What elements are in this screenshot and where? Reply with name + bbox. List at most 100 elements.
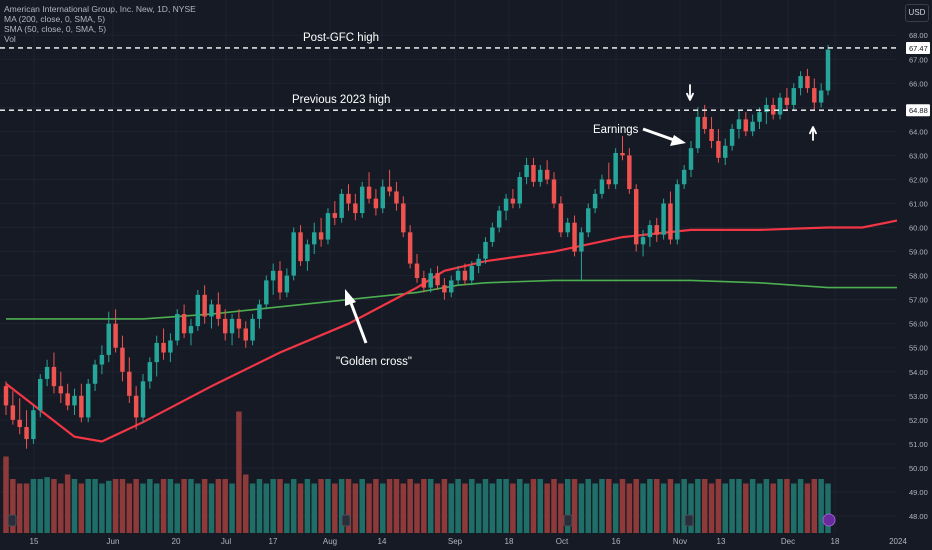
volume-bar (517, 479, 523, 533)
volume-bar (338, 479, 345, 533)
volume-bar (544, 483, 550, 533)
volume-bar (147, 479, 153, 533)
axis-background (897, 0, 932, 550)
candle (613, 148, 618, 190)
candle (17, 398, 22, 435)
candle-body (531, 165, 536, 182)
currency-button[interactable]: USD (905, 4, 929, 22)
price-tick: 55.00 (909, 344, 928, 353)
volume-bar (818, 479, 824, 533)
candle (620, 136, 625, 161)
volume-bar (654, 479, 660, 533)
volume-bar (722, 483, 728, 533)
previous-2023-high-label: Previous 2023 high (292, 94, 391, 106)
volume-bar (140, 483, 146, 533)
volume-bar (469, 479, 475, 533)
candle (325, 208, 331, 245)
volume-bar (188, 479, 194, 533)
candle-body (517, 177, 522, 204)
candle-body (414, 263, 420, 278)
candle (455, 265, 461, 286)
event-flag (684, 514, 694, 527)
time-tick: 14 (378, 537, 387, 546)
price-tick: 58.00 (909, 272, 928, 281)
volume-bars (3, 411, 831, 533)
volume-bar (633, 479, 639, 533)
candle-body (3, 386, 9, 406)
volume-bar (58, 483, 64, 533)
candle-body (17, 419, 22, 428)
candle (216, 292, 221, 327)
golden-cross-label: "Golden cross" (336, 356, 412, 368)
candle-body (58, 386, 64, 394)
candle-body (79, 395, 84, 418)
candle (538, 165, 543, 187)
candle-body (723, 145, 728, 158)
volume-bar (3, 456, 9, 533)
candle (496, 205, 502, 233)
candle (661, 198, 666, 240)
volume-bar (222, 479, 228, 533)
candle-body (770, 104, 776, 115)
volume-bar (126, 483, 133, 533)
candle-body (798, 76, 803, 89)
price-tick: 49.00 (909, 488, 928, 497)
candle-body (551, 179, 557, 204)
candle-body (394, 191, 399, 204)
candle (154, 335, 159, 377)
candle-body (284, 275, 290, 293)
volume-bar (201, 479, 208, 533)
candle-body (312, 232, 317, 245)
candle-body (359, 186, 365, 214)
candle-body (750, 121, 755, 132)
candle-body (99, 354, 105, 365)
candle-body (757, 112, 762, 122)
volume-bar (523, 483, 530, 533)
candle-body (140, 381, 146, 418)
time-tick: Nov (673, 537, 687, 546)
volume-bar (756, 483, 763, 533)
candle (209, 299, 214, 329)
candle (120, 335, 125, 382)
candle (298, 225, 303, 266)
time-tick: 17 (269, 537, 278, 546)
candle (586, 203, 591, 238)
candle (572, 215, 577, 257)
volume-bar (455, 479, 461, 533)
candle-body (44, 366, 50, 379)
candle-body (805, 76, 810, 89)
candle-body (202, 294, 207, 317)
candle (188, 318, 194, 346)
candle (161, 328, 166, 360)
candle (414, 253, 420, 283)
price-tick: 61.00 (909, 199, 928, 208)
candle (31, 405, 36, 444)
price-tick: 59.00 (909, 248, 928, 257)
candle-body (729, 128, 735, 146)
candle (44, 359, 50, 387)
candle (805, 68, 810, 93)
candle-body (188, 326, 194, 334)
candle-body (298, 232, 303, 262)
candle-body (127, 371, 132, 396)
volume-bar (30, 479, 37, 533)
candle (483, 237, 488, 264)
candle (592, 189, 598, 214)
volume-bar (715, 479, 722, 533)
volume-bar (352, 483, 359, 533)
candle (709, 116, 714, 149)
candle (606, 162, 612, 190)
volume-bar (290, 479, 297, 533)
volume-bar (167, 479, 174, 533)
candle-body (812, 88, 817, 103)
candle-body (791, 88, 796, 105)
event-flag (341, 514, 351, 527)
up-arrow (809, 126, 817, 141)
candle-body (681, 169, 687, 185)
volume-bar (304, 479, 311, 533)
volume-legend: Vol (4, 34, 16, 44)
candle (181, 304, 187, 339)
candle (127, 357, 132, 403)
volume-bar (701, 479, 708, 533)
